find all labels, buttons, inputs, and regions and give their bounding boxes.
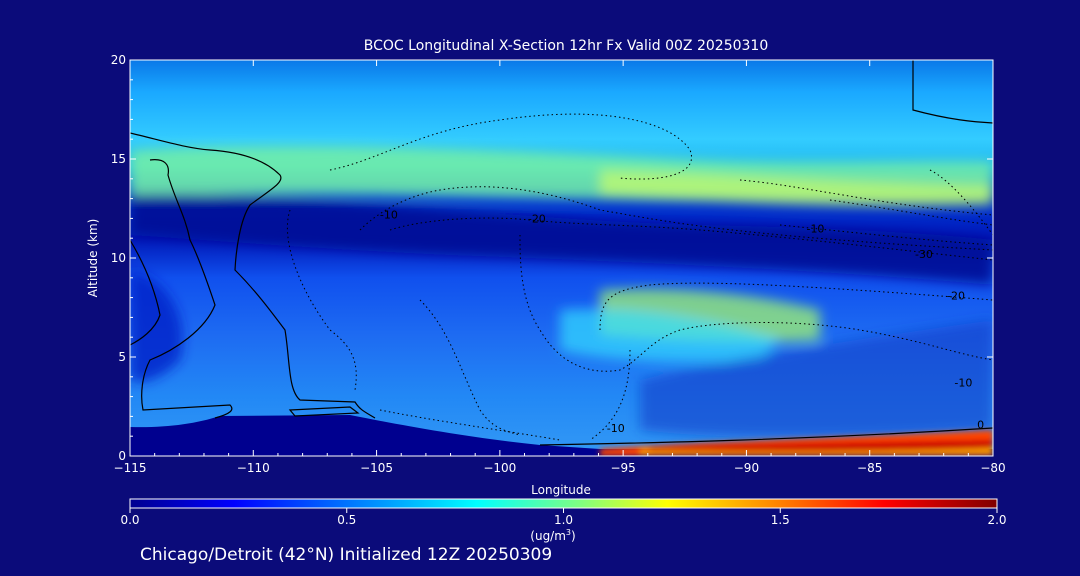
concentration-field bbox=[130, 60, 993, 456]
footer-caption: Chicago/Detroit (42°N) Initialized 12Z 2… bbox=[140, 545, 552, 565]
contour-label-layer: -10 -20 -10 -30 -20 -10 -10 0 bbox=[380, 208, 984, 435]
x-tick-label: −110 bbox=[237, 461, 270, 475]
x-tick-label: −90 bbox=[734, 461, 759, 475]
x-tick-label: −95 bbox=[610, 461, 635, 475]
contour-label: -30 bbox=[915, 248, 933, 261]
x-axis-title: Longitude bbox=[531, 483, 591, 497]
cloud-outline-contours bbox=[130, 60, 993, 446]
contour-label: -10 bbox=[806, 222, 824, 235]
contour-label: -10 bbox=[954, 377, 972, 390]
colorbar-tick-label: 0.5 bbox=[337, 513, 356, 527]
contour-label: -20 bbox=[528, 212, 546, 225]
x-tick-label: −85 bbox=[857, 461, 882, 475]
x-tick-label: −105 bbox=[360, 461, 393, 475]
y-tick-label: 10 bbox=[111, 251, 126, 265]
colorbar-tick-label: 1.0 bbox=[554, 513, 573, 527]
y-tick-label: 5 bbox=[118, 350, 126, 364]
chart-title: BCOC Longitudinal X-Section 12hr Fx Vali… bbox=[364, 38, 768, 54]
y-tick-label: 0 bbox=[118, 449, 126, 463]
colorbar-units-sup: 3 bbox=[566, 528, 571, 537]
y-axis-title: Altitude (km) bbox=[86, 219, 100, 298]
contour-label: -10 bbox=[380, 208, 398, 221]
contour-label: -10 bbox=[607, 422, 625, 435]
colorbar-units-main: (ug/m bbox=[530, 529, 566, 543]
colorbar-units: (ug/m3) bbox=[530, 528, 575, 543]
y-tick-label: 20 bbox=[111, 53, 126, 67]
colorbar-tick-label: 2.0 bbox=[987, 513, 1006, 527]
colorbar: 0.0 0.5 1.0 1.5 2.0 (ug/m3) bbox=[120, 498, 1007, 543]
x-tick-label: −80 bbox=[980, 461, 1005, 475]
x-axis: −115 −110 −105 −100 −95 −90 −85 −80 bbox=[114, 60, 1006, 475]
x-tick-label: −115 bbox=[114, 461, 147, 475]
contour-label: -20 bbox=[947, 290, 965, 303]
y-tick-label: 15 bbox=[111, 152, 126, 166]
y-axis: 0 5 10 15 20 bbox=[111, 53, 993, 463]
colorbar-tick-label: 1.5 bbox=[771, 513, 790, 527]
x-tick-label: −100 bbox=[483, 461, 516, 475]
colorbar-bar bbox=[129, 498, 998, 509]
colorbar-ticks: 0.0 0.5 1.0 1.5 2.0 bbox=[120, 508, 1007, 527]
temperature-contours bbox=[286, 113, 993, 441]
colorbar-units-close: ) bbox=[571, 529, 576, 543]
colorbar-tick-label: 0.0 bbox=[120, 513, 139, 527]
contour-label: 0 bbox=[977, 418, 984, 431]
